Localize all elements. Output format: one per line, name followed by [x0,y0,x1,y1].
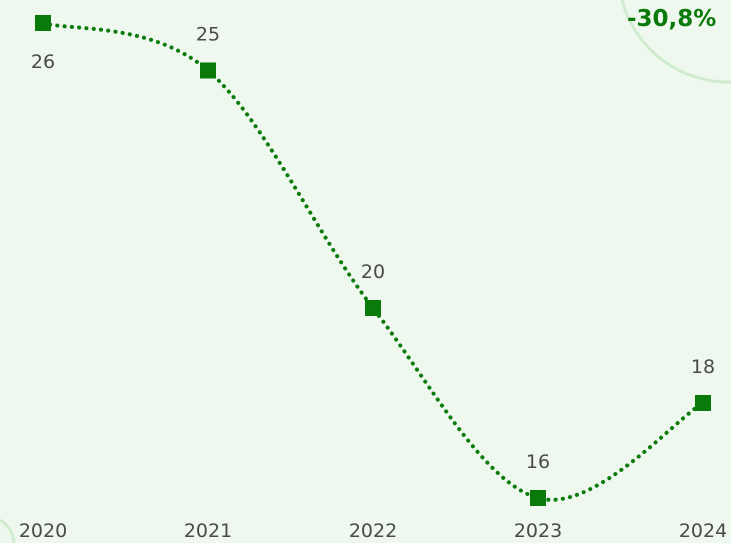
x-tick-2020: 2020 [19,520,67,542]
data-point-2023 [530,490,546,506]
data-point-2022 [365,300,381,316]
x-axis-ticks: 2020 2021 2022 2023 2024 [19,520,727,542]
data-label-2023: 16 [526,451,550,473]
data-point-2024 [695,395,711,411]
x-tick-2024: 2024 [679,520,727,542]
data-label-2021: 25 [196,24,220,46]
data-point-2021 [200,62,216,79]
corner-arc-bottom-left [0,518,16,543]
x-tick-2021: 2021 [184,520,232,542]
x-tick-2022: 2022 [349,520,397,542]
data-label-2022: 20 [361,261,385,283]
marker-layer [35,15,711,506]
data-label-2020: 26 [31,51,55,73]
badge-arc [620,0,731,84]
x-tick-2023: 2023 [514,520,562,542]
change-badge: -30,8% [627,6,716,32]
data-label-layer: 26 25 20 16 18 [31,24,715,474]
data-label-2024: 18 [691,356,715,378]
data-point-2020 [35,15,51,31]
